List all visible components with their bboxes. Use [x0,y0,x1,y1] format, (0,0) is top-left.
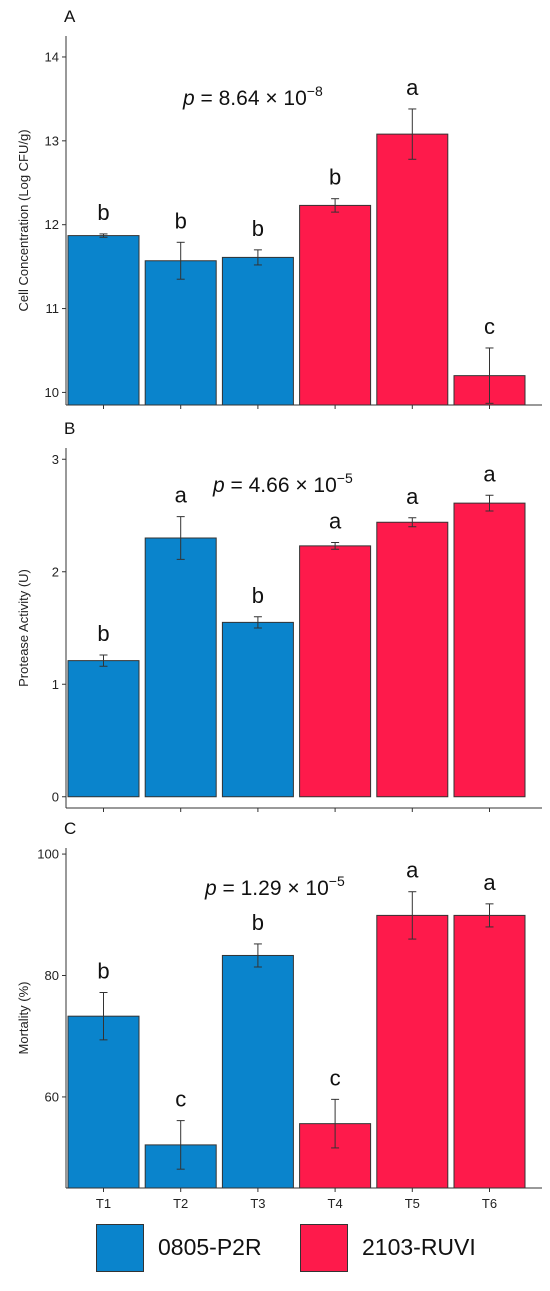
legend: 0805-P2R 2103-RUVI [0,1220,550,1280]
p-value-annotation: p = 1.29 × 10−5 [204,873,345,900]
y-tick-label: 0 [52,789,59,804]
x-tick-label: T6 [482,1196,497,1211]
legend-label-2103-ruvi: 2103-RUVI [362,1234,476,1260]
bar-t2 [144,537,217,798]
bar-t5 [376,914,449,1189]
bar-t3 [221,954,294,1189]
y-tick-label: 60 [45,1089,59,1104]
significance-letter: a [483,870,496,895]
bar-t1 [67,660,140,798]
y-tick-label: 3 [52,452,59,467]
x-tick-label: T4 [328,1196,343,1211]
bar-t1 [67,1015,140,1189]
significance-letter: a [406,75,419,100]
y-tick-label: 10 [45,385,59,400]
significance-letter: b [252,216,264,241]
bar-t4 [299,545,372,798]
significance-letter: b [97,621,109,646]
y-tick-label: 13 [45,133,59,148]
y-tick-label: 12 [45,217,59,232]
x-tick-label: T1 [96,1196,111,1211]
y-tick-label: 80 [45,968,59,983]
x-tick-label: T5 [405,1196,420,1211]
bar-t6 [453,914,526,1189]
significance-letter: b [252,583,264,608]
p-value-annotation: p = 8.64 × 10−8 [182,83,323,110]
significance-letter: a [483,461,496,486]
significance-letter: a [329,509,342,534]
bar-t5 [376,133,449,406]
legend-swatch-0805-p2r [96,1224,144,1272]
panel-c: C 60 80 100 Mortality (%) b T1 c T2 b T3 c T4 a T5 a T6 p… [16,819,542,1211]
bar-t2 [144,260,217,406]
significance-letter: c [175,1087,186,1112]
bar-t5 [376,521,449,798]
significance-letter: b [252,910,264,935]
y-tick-label: 14 [45,49,59,64]
y-axis-label: Protease Activity (U) [16,569,31,687]
x-tick-label: T2 [173,1196,188,1211]
bar-t6 [453,502,526,798]
x-tick-label: T3 [250,1196,265,1211]
panel-letter: C [64,819,76,838]
significance-letter: b [175,208,187,233]
panel-b: B 0 1 2 3 Protease Activity (U) b a b a a a p = 4.66… [16,419,542,812]
bar-t3 [221,621,294,798]
significance-letter: b [97,959,109,984]
p-value-annotation: p = 4.66 × 10−5 [212,470,353,497]
y-axis-label: Mortality (%) [16,982,31,1055]
legend-swatch-2103-ruvi [300,1224,348,1272]
panel-letter: A [64,7,76,26]
bar-t4 [299,204,372,406]
y-axis-label: Cell Concentration (Log CFU/g) [16,129,31,311]
significance-letter: b [329,165,341,190]
y-tick-label: 11 [46,301,60,316]
panel-a: A 10 11 12 13 14 Cell Concentration (Log CFU/g… [16,7,542,409]
significance-letter: a [406,484,419,509]
significance-letter: a [406,858,419,883]
legend-label-0805-p2r: 0805-P2R [158,1234,262,1260]
bar-t3 [221,256,294,406]
y-tick-label: 100 [37,847,59,862]
y-tick-label: 1 [52,677,59,692]
significance-letter: c [484,314,495,339]
y-tick-label: 2 [52,564,59,579]
significance-letter: a [175,483,188,508]
significance-letter: c [330,1065,341,1090]
significance-letter: b [97,200,109,225]
bar-t1 [67,235,140,406]
panel-letter: B [64,419,75,438]
